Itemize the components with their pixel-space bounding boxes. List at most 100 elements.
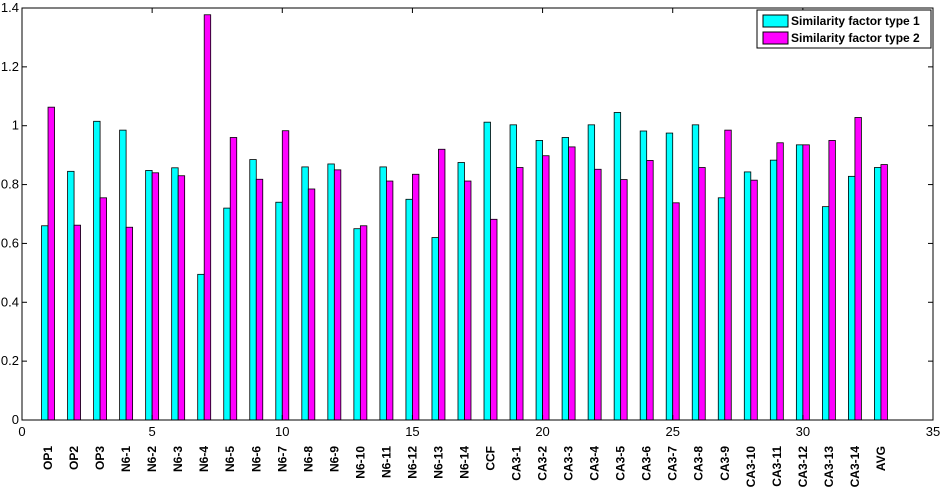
category-label: N6-5 [223,446,237,472]
y-tick-label: 1.4 [1,0,19,15]
bar-type-1-n6-14 [457,162,465,421]
bar-type-1-n6-1 [119,129,127,421]
bar-type-2-ca3-7 [672,202,680,421]
y-tick-label: 0.8 [1,177,19,192]
category-label: OP2 [67,446,81,470]
bar-type-2-ca3-12 [802,144,810,421]
y-tick-label: 1 [12,118,19,133]
bar-type-2-ca3-11 [776,142,784,421]
bar-type-2-ca3-4 [594,168,602,421]
x-tick-label: 0 [18,424,25,439]
category-label: CA3-2 [536,446,550,481]
bar-type-1-n6-9 [327,163,335,421]
bar-type-2-ca3-9 [724,129,732,421]
bar-type-2-ca3-14 [854,117,862,421]
bar-type-2-avg [880,164,888,421]
bar-type-2-ca3-6 [646,160,654,421]
bar-type-1-n6-2 [145,170,153,421]
legend: Similarity factor type 1 Similarity fact… [756,9,932,49]
category-label: N6-12 [405,446,419,479]
category-label: N6-10 [353,446,367,479]
bar-type-1-n6-12 [405,198,413,421]
category-label: AVG [874,446,888,471]
category-label: CA3-12 [796,446,810,488]
bar-type-1-ca3-13 [821,206,830,421]
bar-type-1-ca3-6 [639,130,648,421]
bar-type-1-ca3-8 [691,124,700,421]
bar-type-1-n6-4 [197,273,205,421]
bar-type-1-ccf [483,121,491,421]
category-label: CA3-1 [510,446,524,481]
category-label: N6-7 [275,446,289,472]
y-tick-label: 0.6 [1,235,19,250]
bar-type-1-ca3-7 [665,132,674,421]
category-label: N6-4 [197,446,211,472]
category-label: OP1 [41,446,55,470]
category-label: CCF [484,446,498,471]
category-label: CA3-7 [666,446,680,481]
category-label: CA3-14 [848,446,862,488]
bar-type-1-ca3-10 [743,171,752,421]
bar-type-2-ca3-8 [698,167,706,421]
bar-type-1-n6-11 [379,166,387,421]
category-label: N6-3 [171,446,185,472]
legend-label-type-2: Similarity factor type 2 [791,31,920,45]
bar-type-1-ca3-2 [535,140,543,421]
bar-type-2-ca3-2 [542,155,550,421]
axes-frame [21,7,934,421]
bar-type-1-n6-6 [249,159,257,421]
bar-type-1-n6-10 [353,228,361,421]
bar-type-2-n6-7 [281,130,290,421]
bar-type-1-ca3-9 [717,197,726,421]
bar-type-1-op1 [41,225,49,421]
bar-type-2-n6-11 [385,180,394,421]
legend-swatch-type-2 [762,31,789,45]
category-label: CA3-8 [692,446,706,481]
category-label: N6-9 [327,446,341,472]
bar-type-1-avg [874,167,882,421]
bar-type-2-ccf [490,218,498,421]
category-label: CA3-3 [562,446,576,481]
bar-type-2-op2 [73,224,81,421]
x-tick-label: 25 [665,424,679,439]
x-tick-label: 15 [405,424,419,439]
bar-type-1-n6-8 [301,166,309,421]
category-label: CA3-10 [744,446,758,488]
bar-type-2-op1 [47,106,55,421]
bar-type-1-ca3-5 [613,112,622,421]
category-label: CA3-11 [770,446,784,487]
bar-type-2-n6-12 [412,173,420,421]
x-tick-label: 35 [926,424,940,439]
bar-type-1-n6-3 [171,167,179,421]
bar-type-2-n6-2 [151,172,160,421]
bar-type-2-n6-13 [438,148,446,421]
bar-type-2-n6-1 [125,226,134,421]
bar-type-2-ca3-3 [568,146,576,421]
y-tick-label: 1.2 [1,59,19,74]
bar-type-2-ca3-10 [750,179,758,421]
bar-type-2-n6-3 [177,175,186,421]
category-label: CA3-5 [614,446,628,481]
legend-label-type-1: Similarity factor type 1 [791,14,920,28]
y-tick-label: 0.2 [1,353,19,368]
bar-type-1-ca3-3 [561,137,569,421]
bar-type-1-op2 [67,170,75,421]
category-label: N6-6 [249,446,263,472]
category-label: CA3-6 [640,446,654,481]
category-label: N6-2 [145,446,159,472]
bar-type-1-n6-5 [223,207,231,421]
category-label: OP3 [93,446,107,470]
bar-type-2-op3 [99,197,107,421]
x-tick-label: 20 [535,424,549,439]
bar-type-2-ca3-5 [620,179,628,421]
bar-type-1-ca3-11 [769,159,778,421]
bar-type-2-ca3-1 [516,167,524,421]
category-label: N6-1 [119,446,133,472]
bar-type-1-ca3-12 [795,144,804,421]
bar-type-1-n6-7 [275,201,283,421]
x-tick-label: 5 [149,424,156,439]
x-tick-label: 10 [275,424,289,439]
y-tick-label: 0.4 [1,294,19,309]
